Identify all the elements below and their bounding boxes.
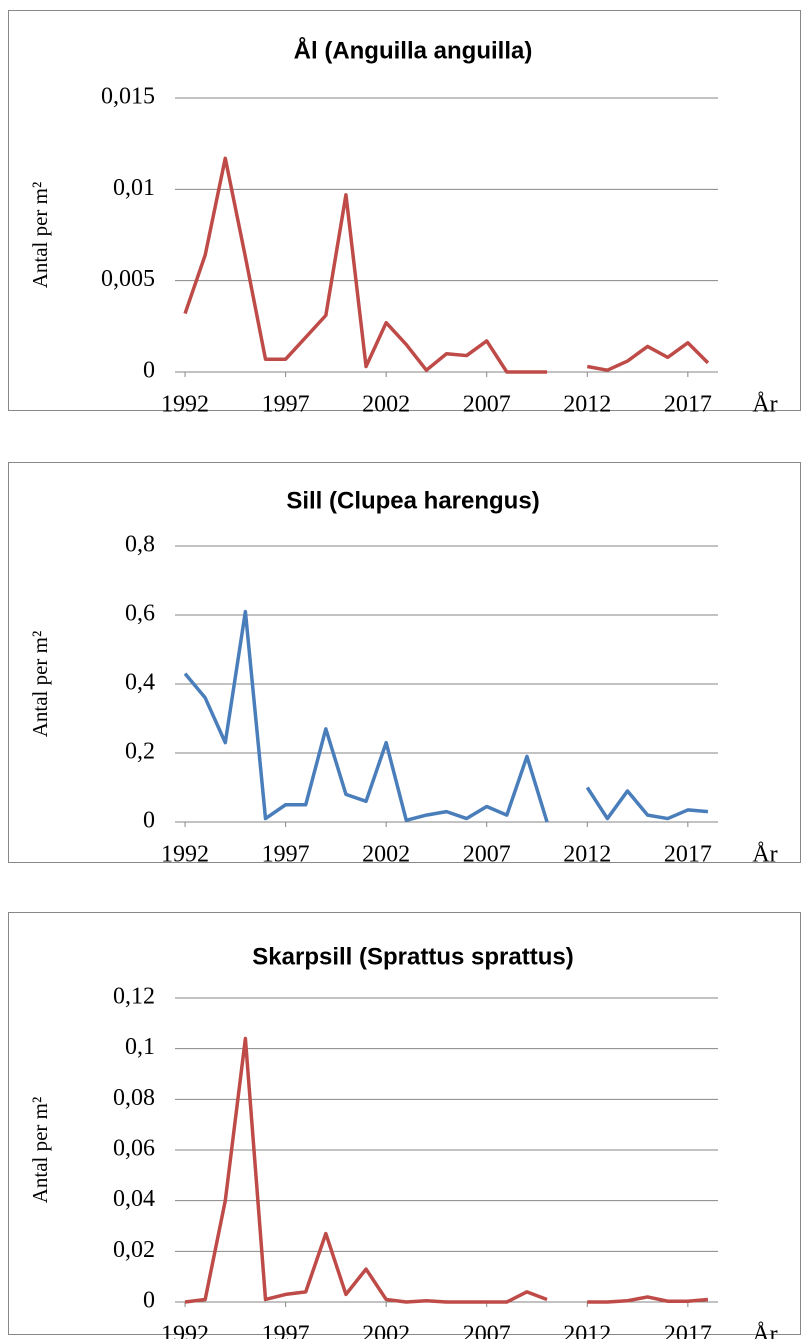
y-tick-label: 0	[143, 808, 155, 834]
x-tick-label: 2012	[563, 392, 611, 418]
y-axis-label: Antal per m²	[28, 182, 52, 289]
y-tick-label: 0,8	[125, 532, 155, 558]
x-axis-label: År	[752, 1322, 777, 1339]
y-tick-label: 0,2	[125, 739, 155, 765]
x-tick-label: 1992	[161, 1322, 209, 1339]
y-tick-label: 0,06	[113, 1136, 155, 1162]
y-tick-label: 0,12	[113, 984, 155, 1010]
y-tick-label: 0,1	[125, 1034, 155, 1060]
y-tick-label: 0,4	[125, 670, 155, 696]
y-tick-label: 0,01	[113, 175, 155, 201]
x-tick-label: 1997	[262, 392, 310, 418]
x-tick-label: 2002	[362, 842, 410, 868]
chart-frame	[8, 10, 801, 411]
y-axis-label: Antal per m²	[28, 631, 52, 738]
y-axis-label: Antal per m²	[28, 1097, 52, 1204]
x-tick-label: 2002	[362, 1322, 410, 1339]
x-tick-label: 2017	[664, 842, 712, 868]
x-tick-label: 2007	[463, 842, 511, 868]
data-line	[184, 1036, 709, 1304]
data-line	[183, 156, 710, 374]
y-tick-label: 0	[143, 1288, 155, 1314]
y-tick-label: 0,005	[101, 266, 155, 292]
chart-title: Skarpsill (Sprattus sprattus)	[252, 943, 573, 970]
x-tick-label: 2007	[463, 392, 511, 418]
chart-title: Ål (Anguilla anguilla)	[294, 36, 533, 64]
x-tick-label: 2007	[463, 1322, 511, 1339]
y-tick-label: 0	[143, 358, 155, 384]
chart-title: Sill (Clupea harengus)	[286, 487, 539, 514]
x-tick-label: 2012	[563, 1322, 611, 1339]
y-tick-label: 0,015	[101, 84, 155, 110]
data-line	[183, 609, 709, 823]
x-tick-label: 1997	[262, 842, 310, 868]
chart-frame	[8, 912, 801, 1335]
x-axis-label: År	[752, 842, 777, 868]
x-tick-label: 2017	[664, 392, 712, 418]
x-tick-label: 1992	[161, 392, 209, 418]
y-tick-label: 0,02	[113, 1237, 155, 1263]
x-axis-label: År	[752, 392, 777, 418]
x-tick-label: 2017	[664, 1322, 712, 1339]
y-tick-label: 0,04	[113, 1186, 155, 1212]
y-tick-label: 0,6	[125, 601, 155, 627]
x-tick-label: 1992	[161, 842, 209, 868]
x-tick-label: 2002	[362, 392, 410, 418]
chart-frame	[8, 462, 801, 863]
y-tick-label: 0,08	[113, 1085, 155, 1111]
x-tick-label: 1997	[262, 1322, 310, 1339]
x-tick-label: 2012	[563, 842, 611, 868]
